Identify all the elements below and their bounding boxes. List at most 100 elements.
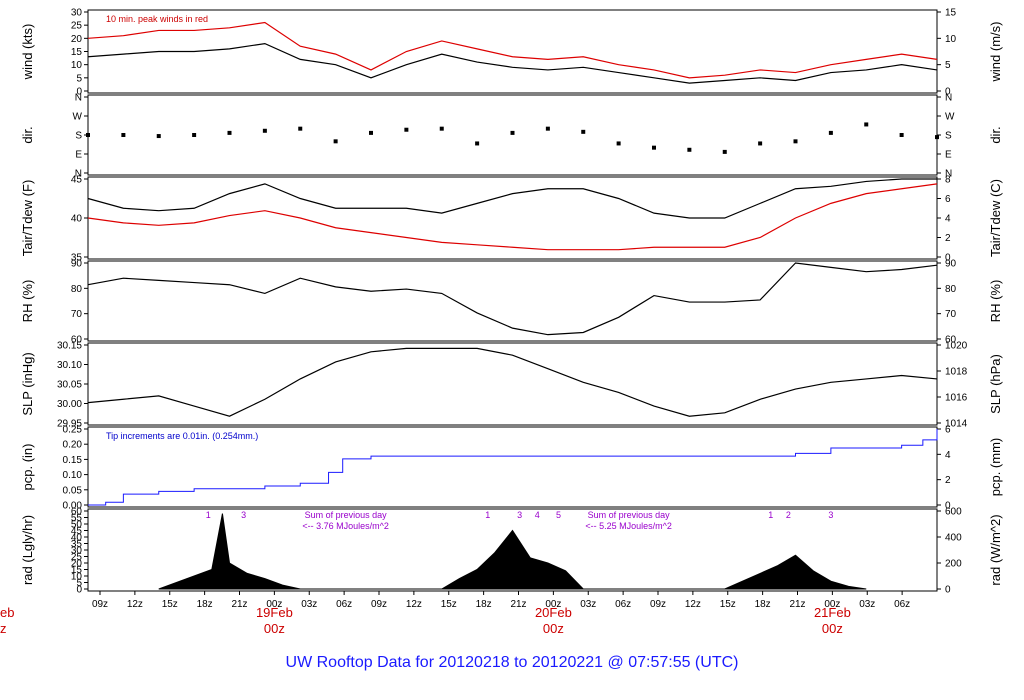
y-tick-label-left: S — [75, 131, 82, 142]
y-tick-label-right: 70 — [945, 309, 957, 320]
data-point — [758, 141, 763, 146]
x-tick-label: 15z — [441, 599, 457, 610]
x-tick-label: 03z — [859, 599, 875, 610]
y-axis-label-left: SLP (inHg) — [20, 352, 35, 415]
y-tick-label-right: 5 — [945, 60, 951, 71]
radiation-sum-note: <-- 3.76 MJoules/m^2 — [302, 521, 389, 531]
y-tick-label-left: 0.15 — [63, 455, 83, 466]
y-tick-label-left: 30 — [71, 546, 83, 557]
series-line-SLP — [87, 347, 938, 417]
y-tick-label-right: 2 — [945, 233, 951, 244]
y-tick-label-left: 0 — [76, 87, 82, 98]
y-axis-label-right: dir. — [988, 126, 1003, 143]
radiation-marker: 3 — [517, 510, 522, 520]
y-tick-label-right: W — [945, 112, 955, 123]
day-label-hour-clipped: z — [0, 621, 7, 636]
y-axis-label-right: Tair/Tdew (C) — [988, 179, 1003, 257]
series-line-10 min. peak winds — [87, 21, 938, 79]
data-point — [439, 126, 444, 131]
y-tick-label-left: 10 — [71, 572, 83, 583]
radiation-marker: 1 — [485, 510, 490, 520]
data-point — [652, 145, 656, 150]
y-axis-label-left: Tair/Tdew (F) — [20, 180, 35, 257]
radiation-sum-note: Sum of previous day — [305, 510, 388, 520]
x-tick-label: 09z — [650, 599, 666, 610]
y-tick-label-right: E — [945, 150, 952, 161]
y-tick-label-right: 0 — [945, 87, 951, 98]
y-tick-label-right: 1020 — [945, 341, 968, 352]
day-label-hour: 00z — [264, 621, 285, 636]
data-point — [192, 133, 197, 137]
x-tick-label: 09z — [92, 599, 108, 610]
x-tick-label: 00z — [266, 599, 282, 610]
data-point — [581, 129, 586, 134]
radiation-marker: 1 — [206, 510, 211, 520]
y-tick-label-left: 60 — [71, 335, 83, 346]
page-title: UW Rooftop Data for 20120218 to 20120221… — [286, 654, 739, 671]
x-tick-label: 06z — [336, 599, 352, 610]
series-line-pcp — [88, 429, 938, 506]
data-point — [121, 133, 126, 137]
y-axis-label-left: pcp. (in) — [20, 444, 35, 491]
y-axis-label-left: RH (%) — [20, 280, 35, 323]
day-label-date: 19Feb — [256, 605, 293, 620]
y-tick-label-right: 1016 — [945, 393, 968, 404]
x-tick-label: 06z — [615, 599, 631, 610]
y-tick-label-left: 0.25 — [63, 425, 83, 436]
y-tick-label-left: 30.15 — [57, 341, 82, 352]
y-tick-label-left: 25 — [71, 21, 83, 32]
x-tick-label: 21z — [231, 599, 247, 610]
y-tick-label-left: 15 — [71, 47, 83, 58]
data-point — [722, 149, 727, 154]
y-tick-label-right: 4 — [945, 450, 951, 461]
y-tick-label-right: 15 — [945, 8, 957, 19]
y-tick-label-right: 60 — [945, 335, 957, 346]
series-area-rad — [158, 513, 867, 590]
y-tick-label-left: 20 — [71, 34, 83, 45]
y-tick-label-left: 0.10 — [63, 470, 83, 481]
day-label-date: 21Feb — [814, 605, 851, 620]
y-tick-label-left: 90 — [71, 259, 83, 270]
day-label-hour: 00z — [822, 621, 843, 636]
y-axis-label-left: wind (kts) — [20, 24, 35, 81]
data-point — [369, 130, 373, 135]
y-tick-label-left: 5 — [76, 578, 82, 589]
y-tick-label-right: 6 — [945, 425, 951, 436]
panel-pcp: 0.00 0.05 0.10 0.15 0.20 0.25 0 2 4 6 pcp. (in) pcp… — [20, 425, 1003, 512]
data-point — [86, 133, 90, 137]
y-tick-label-left: 0 — [76, 585, 82, 596]
y-axis-label-right: RH (%) — [988, 280, 1003, 323]
x-tick-label: 00z — [824, 599, 840, 610]
y-tick-label-left: 70 — [71, 309, 83, 320]
radiation-sum-note: <-- 5.25 MJoules/m^2 — [585, 521, 672, 531]
panel-annotation: 10 min. peak winds in red — [106, 14, 208, 24]
x-tick-label: 21z — [510, 599, 526, 610]
y-tick-label-left: N — [75, 93, 82, 104]
y-tick-label-left: 0.00 — [63, 501, 83, 512]
panel-temp: 35 40 45 0 2 4 6 8 Tair/Tdew (F) Tair/Tdew (C) — [20, 175, 1003, 264]
y-tick-label-right: 0 — [945, 253, 951, 264]
data-point — [475, 141, 480, 146]
y-tick-label-left: 10 — [71, 60, 83, 71]
day-label-hour: 00z — [543, 621, 564, 636]
panel-frame — [87, 9, 938, 94]
panel-frame — [87, 260, 938, 342]
y-tick-label-left: 0.05 — [63, 485, 83, 496]
x-tick-label: 21z — [789, 599, 805, 610]
y-tick-label-right: 200 — [945, 559, 962, 570]
radiation-sum-note: Sum of previous day — [588, 510, 671, 520]
y-tick-label-left: 20 — [71, 559, 83, 570]
x-axis: 09z 12z 15z 18z 21z 00z 03z 06z 09z 12z 15z 18z 21z 0… — [0, 591, 910, 636]
x-tick-label: 18z — [476, 599, 492, 610]
panel-annotation: Tip increments are 0.01in. (0.254mm.) — [106, 431, 258, 441]
panel-slp: 29.95 30.00 30.05 30.10 30.15 1014 1016 1018 102… — [20, 341, 1003, 430]
y-tick-label-left: 0.20 — [63, 440, 83, 451]
data-point — [793, 139, 798, 144]
y-tick-label-right: 0 — [945, 501, 951, 512]
y-tick-label-left: 55 — [71, 513, 83, 524]
y-tick-label-left: 30.00 — [57, 399, 82, 410]
y-tick-label-right: 400 — [945, 533, 962, 544]
y-tick-label-left: 45 — [71, 175, 83, 186]
